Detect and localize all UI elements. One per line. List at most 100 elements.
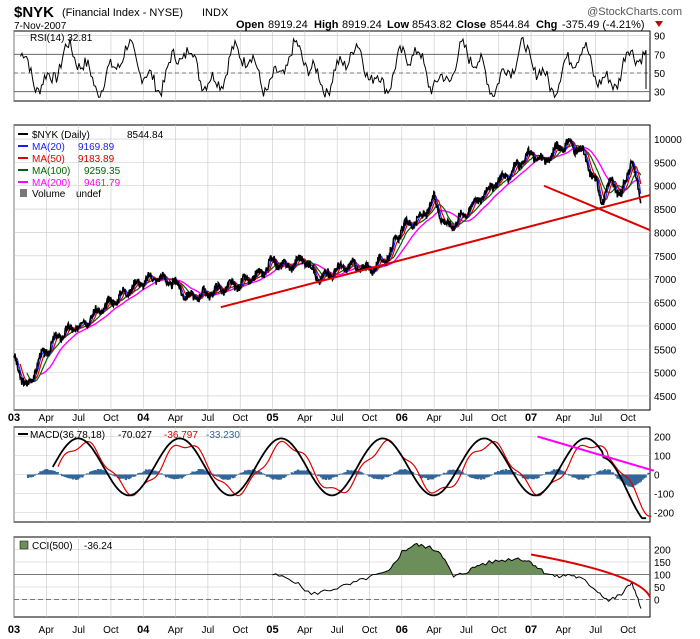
macd-histogram-bar [487,474,491,477]
macd-histogram-bar [408,470,411,475]
ma50-legend-value: 9183.89 [78,154,115,165]
macd-histogram-bar [312,473,315,475]
macd-histogram-bar [470,474,473,478]
macd-histogram-bar [329,474,332,480]
macd-histogram-bar [467,474,470,477]
macd-histogram-bar [175,474,179,479]
price-y-tick-label: 4500 [654,392,677,403]
macd-histogram-bar [259,472,263,475]
macd-histogram-bar [178,474,182,478]
macd-histogram-bar [427,474,430,481]
macd-histogram-bar [545,471,548,475]
macd-histogram-bar [605,470,608,475]
macd-histogram-bar [534,474,537,479]
macd-histogram-bar [453,470,456,475]
macd-histogram-bar [506,470,509,475]
macd-histogram-bar [239,472,242,475]
macd-histogram-bar [272,474,275,480]
macd-histogram-bar [185,474,188,476]
macd-histogram-bar [341,473,345,475]
macd-histogram-bar [217,474,221,477]
macd-histogram-bar [631,474,635,488]
macd-histogram-bar [444,473,447,475]
macd-histogram-bar [434,474,438,478]
macd-histogram-bar [76,474,79,480]
price-y-tick-label: 9500 [654,158,677,169]
macd-histogram-bar [64,474,67,478]
macd-histogram-bar [621,474,624,482]
macd-histogram-bar [361,473,365,475]
open-value: 8919.24 [268,19,308,31]
macd-histogram-bar [104,470,107,475]
macd-histogram-bar [614,474,618,477]
macd-histogram-bar [591,474,594,476]
price-x-tick-label: Apr [168,413,184,424]
macd-trend-line [537,435,655,472]
price-trend-line [220,194,651,309]
macd-histogram-bar [171,474,174,479]
macd-line [52,437,647,520]
macd-histogram-bar [197,468,200,475]
macd-histogram-bar [253,470,256,475]
macd-histogram-bar [529,474,532,479]
macd-histogram-bar [326,474,329,479]
ma20-legend-value: 9169.89 [78,142,115,153]
macd-histogram-bar [532,474,536,480]
price-legend-series: $NYK (Daily) [32,130,90,141]
macd-histogram-bar [168,474,171,478]
macd-histogram-bar [641,474,644,480]
rsi-y-tick-label: 70 [654,50,666,61]
cci-x-tick-label: Apr [297,625,313,636]
price-x-tick-label: Jul [589,413,602,424]
macd-histogram-bar [270,474,273,479]
macd-histogram-bar [616,474,619,479]
macd-histogram-bar [379,474,382,479]
macd-histogram-bar [447,470,450,475]
macd-histogram-bar [493,472,497,475]
macd-histogram-bar [358,471,362,475]
macd-histogram-bar [45,468,48,475]
macd-histogram-bar [146,469,149,475]
cci-x-tick-label: Jul [331,625,344,636]
close-label: Close [456,19,486,31]
cci-x-tick-label: Apr [168,625,184,636]
macd-histogram-bar [579,474,582,480]
macd-histogram-bar [140,473,143,475]
price-y-tick-label: 5000 [654,369,677,380]
macd-histogram-bar [54,472,58,475]
macd-histogram-bar [26,474,30,479]
cci-x-tick-label: Oct [232,625,248,636]
macd-histogram-bar [307,471,311,475]
macd-histogram-bar [225,474,228,480]
macd-histogram-bar [448,469,452,475]
macd-histogram-bar [299,470,303,475]
cci-legend-label: CCI(500) [32,541,73,552]
macd-histogram-bar [160,473,163,475]
macd-histogram-bar [180,474,183,479]
macd-histogram-bar [304,471,307,475]
macd-histogram-bar [431,474,435,480]
macd-histogram-bar [87,473,90,475]
macd-histogram-bar [129,474,132,479]
cci-x-tick-label: Oct [362,625,378,636]
macd-histogram-bar [110,474,114,476]
price-x-tick-label: Apr [39,413,55,424]
cci-line [272,542,642,609]
close-value: 8544.84 [490,19,530,31]
macd-histogram-bar [372,474,376,479]
price-x-tick-label: Jul [331,413,344,424]
macd-histogram-bar [340,473,343,475]
macd-histogram-bar [191,471,194,475]
macd-histogram-bar [509,470,512,475]
symbol-description: (Financial Index - NYSE) [62,7,183,19]
macd-histogram-bar [320,474,323,478]
macd-histogram-bar [208,471,211,475]
macd-histogram-bar [438,474,441,477]
macd-histogram-bar [451,469,455,475]
macd-histogram-bar [393,472,396,475]
price-x-tick-label: 05 [266,412,278,424]
macd-histogram-bar [382,474,385,479]
macd-histogram-bar [501,469,504,475]
macd-histogram-bar [33,474,36,476]
